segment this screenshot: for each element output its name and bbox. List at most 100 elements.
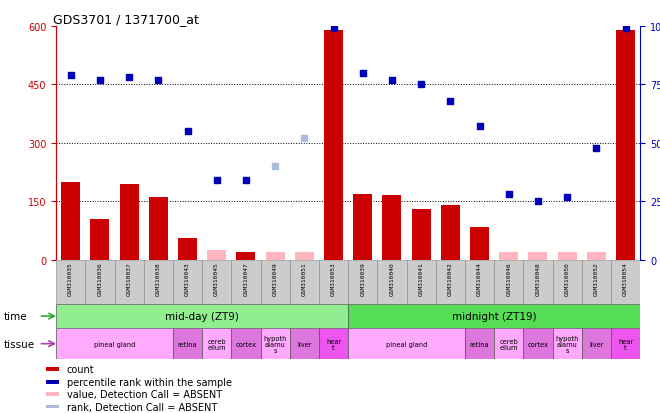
Text: GSM310047: GSM310047 bbox=[244, 261, 248, 295]
Bar bbox=[144, 260, 173, 304]
Bar bbox=[178, 239, 197, 260]
Text: GSM310045: GSM310045 bbox=[214, 261, 219, 295]
Text: hear
t: hear t bbox=[618, 338, 633, 350]
Bar bbox=[353, 194, 372, 260]
Bar bbox=[465, 260, 494, 304]
Point bbox=[182, 128, 193, 135]
Text: GSM310040: GSM310040 bbox=[389, 261, 395, 295]
Text: GSM310035: GSM310035 bbox=[68, 261, 73, 295]
Text: cortex: cortex bbox=[527, 341, 548, 347]
Text: tissue: tissue bbox=[3, 339, 34, 349]
Bar bbox=[523, 260, 552, 304]
Bar bbox=[173, 260, 202, 304]
Text: time: time bbox=[3, 311, 27, 321]
Point bbox=[270, 164, 280, 170]
Text: percentile rank within the sample: percentile rank within the sample bbox=[67, 377, 232, 387]
Point bbox=[387, 77, 397, 84]
Bar bbox=[115, 260, 144, 304]
Bar bbox=[494, 260, 523, 304]
Text: cereb
ellum: cereb ellum bbox=[500, 338, 518, 350]
Bar bbox=[173, 328, 202, 359]
Text: cereb
ellum: cereb ellum bbox=[207, 338, 226, 350]
Bar bbox=[90, 219, 110, 260]
Bar bbox=[382, 196, 401, 260]
Text: liver: liver bbox=[297, 341, 312, 347]
Point bbox=[504, 192, 514, 198]
Text: pineal gland: pineal gland bbox=[94, 341, 135, 347]
Bar bbox=[46, 392, 59, 396]
Point bbox=[124, 75, 135, 81]
Bar bbox=[441, 206, 460, 260]
Bar bbox=[558, 252, 577, 260]
Bar bbox=[348, 260, 378, 304]
Bar bbox=[523, 328, 552, 359]
Bar bbox=[290, 328, 319, 359]
Text: GSM310048: GSM310048 bbox=[535, 261, 541, 295]
Bar bbox=[319, 260, 348, 304]
Bar bbox=[202, 260, 231, 304]
Text: GSM310044: GSM310044 bbox=[477, 261, 482, 295]
Text: GSM310036: GSM310036 bbox=[98, 261, 102, 295]
Bar bbox=[582, 328, 611, 359]
Bar bbox=[202, 328, 231, 359]
Text: retina: retina bbox=[178, 341, 197, 347]
Bar bbox=[348, 304, 640, 328]
Bar bbox=[56, 260, 85, 304]
Bar bbox=[56, 304, 348, 328]
Text: GSM310037: GSM310037 bbox=[127, 261, 131, 295]
Text: GSM310054: GSM310054 bbox=[623, 261, 628, 295]
Bar bbox=[378, 260, 407, 304]
Point bbox=[153, 77, 164, 84]
Bar bbox=[290, 260, 319, 304]
Point bbox=[94, 77, 105, 84]
Text: liver: liver bbox=[589, 341, 604, 347]
Bar bbox=[529, 252, 548, 260]
Bar bbox=[295, 252, 314, 260]
Bar bbox=[46, 367, 59, 371]
Text: count: count bbox=[67, 364, 94, 374]
Text: GSM310046: GSM310046 bbox=[506, 261, 512, 295]
Bar bbox=[231, 328, 261, 359]
Point bbox=[241, 178, 251, 184]
Bar bbox=[611, 328, 640, 359]
Bar bbox=[465, 328, 494, 359]
Text: GSM310053: GSM310053 bbox=[331, 261, 336, 295]
Point bbox=[211, 178, 222, 184]
Point bbox=[620, 26, 631, 33]
Point bbox=[328, 26, 339, 33]
Text: mid-day (ZT9): mid-day (ZT9) bbox=[165, 311, 239, 321]
Point bbox=[533, 199, 543, 205]
Bar bbox=[611, 260, 640, 304]
Bar bbox=[261, 328, 290, 359]
Text: rank, Detection Call = ABSENT: rank, Detection Call = ABSENT bbox=[67, 401, 217, 411]
Point bbox=[65, 73, 76, 79]
Text: GSM310039: GSM310039 bbox=[360, 261, 365, 295]
Text: hear
t: hear t bbox=[326, 338, 341, 350]
Bar bbox=[207, 250, 226, 260]
Point bbox=[299, 135, 310, 142]
Bar bbox=[56, 328, 173, 359]
Bar bbox=[587, 252, 606, 260]
Text: retina: retina bbox=[470, 341, 489, 347]
Text: value, Detection Call = ABSENT: value, Detection Call = ABSENT bbox=[67, 389, 222, 399]
Bar bbox=[61, 183, 81, 260]
Bar bbox=[46, 380, 59, 384]
Bar bbox=[494, 328, 523, 359]
Point bbox=[358, 70, 368, 77]
Bar bbox=[236, 252, 255, 260]
Text: GSM310043: GSM310043 bbox=[185, 261, 190, 295]
Bar bbox=[499, 252, 518, 260]
Text: hypoth
alamu
s: hypoth alamu s bbox=[263, 335, 287, 353]
Point bbox=[445, 98, 455, 105]
Text: GSM310051: GSM310051 bbox=[302, 261, 307, 295]
Bar bbox=[616, 31, 635, 260]
Bar bbox=[265, 252, 284, 260]
Text: cortex: cortex bbox=[236, 341, 257, 347]
Point bbox=[475, 124, 485, 131]
Text: GSM310050: GSM310050 bbox=[565, 261, 570, 295]
Point bbox=[591, 145, 602, 152]
Bar bbox=[470, 227, 489, 260]
Point bbox=[416, 82, 426, 88]
Bar bbox=[148, 198, 168, 260]
Text: hypoth
alamu
s: hypoth alamu s bbox=[556, 335, 579, 353]
